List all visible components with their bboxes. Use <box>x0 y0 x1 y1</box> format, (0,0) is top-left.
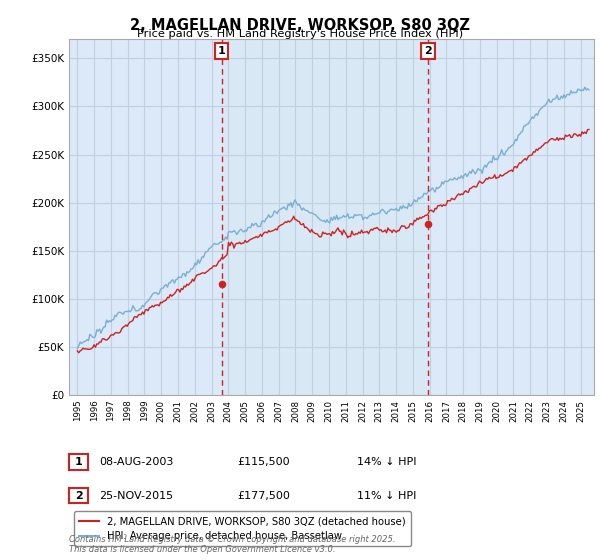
Text: 14% ↓ HPI: 14% ↓ HPI <box>357 457 416 467</box>
Text: 2: 2 <box>424 46 432 56</box>
Text: 25-NOV-2015: 25-NOV-2015 <box>99 491 173 501</box>
Text: £115,500: £115,500 <box>237 457 290 467</box>
Text: 08-AUG-2003: 08-AUG-2003 <box>99 457 173 467</box>
Text: 2, MAGELLAN DRIVE, WORKSOP, S80 3QZ: 2, MAGELLAN DRIVE, WORKSOP, S80 3QZ <box>130 18 470 33</box>
Bar <box>221 39 428 395</box>
Text: £177,500: £177,500 <box>237 491 290 501</box>
Text: 1: 1 <box>218 46 226 56</box>
Point <box>217 279 226 288</box>
Text: 1: 1 <box>75 457 82 467</box>
Text: 11% ↓ HPI: 11% ↓ HPI <box>357 491 416 501</box>
Text: Contains HM Land Registry data © Crown copyright and database right 2025.
This d: Contains HM Land Registry data © Crown c… <box>69 535 395 554</box>
Text: Price paid vs. HM Land Registry's House Price Index (HPI): Price paid vs. HM Land Registry's House … <box>137 29 463 39</box>
Legend: 2, MAGELLAN DRIVE, WORKSOP, S80 3QZ (detached house), HPI: Average price, detach: 2, MAGELLAN DRIVE, WORKSOP, S80 3QZ (det… <box>74 511 410 546</box>
Text: 2: 2 <box>75 491 82 501</box>
Point <box>423 220 433 228</box>
